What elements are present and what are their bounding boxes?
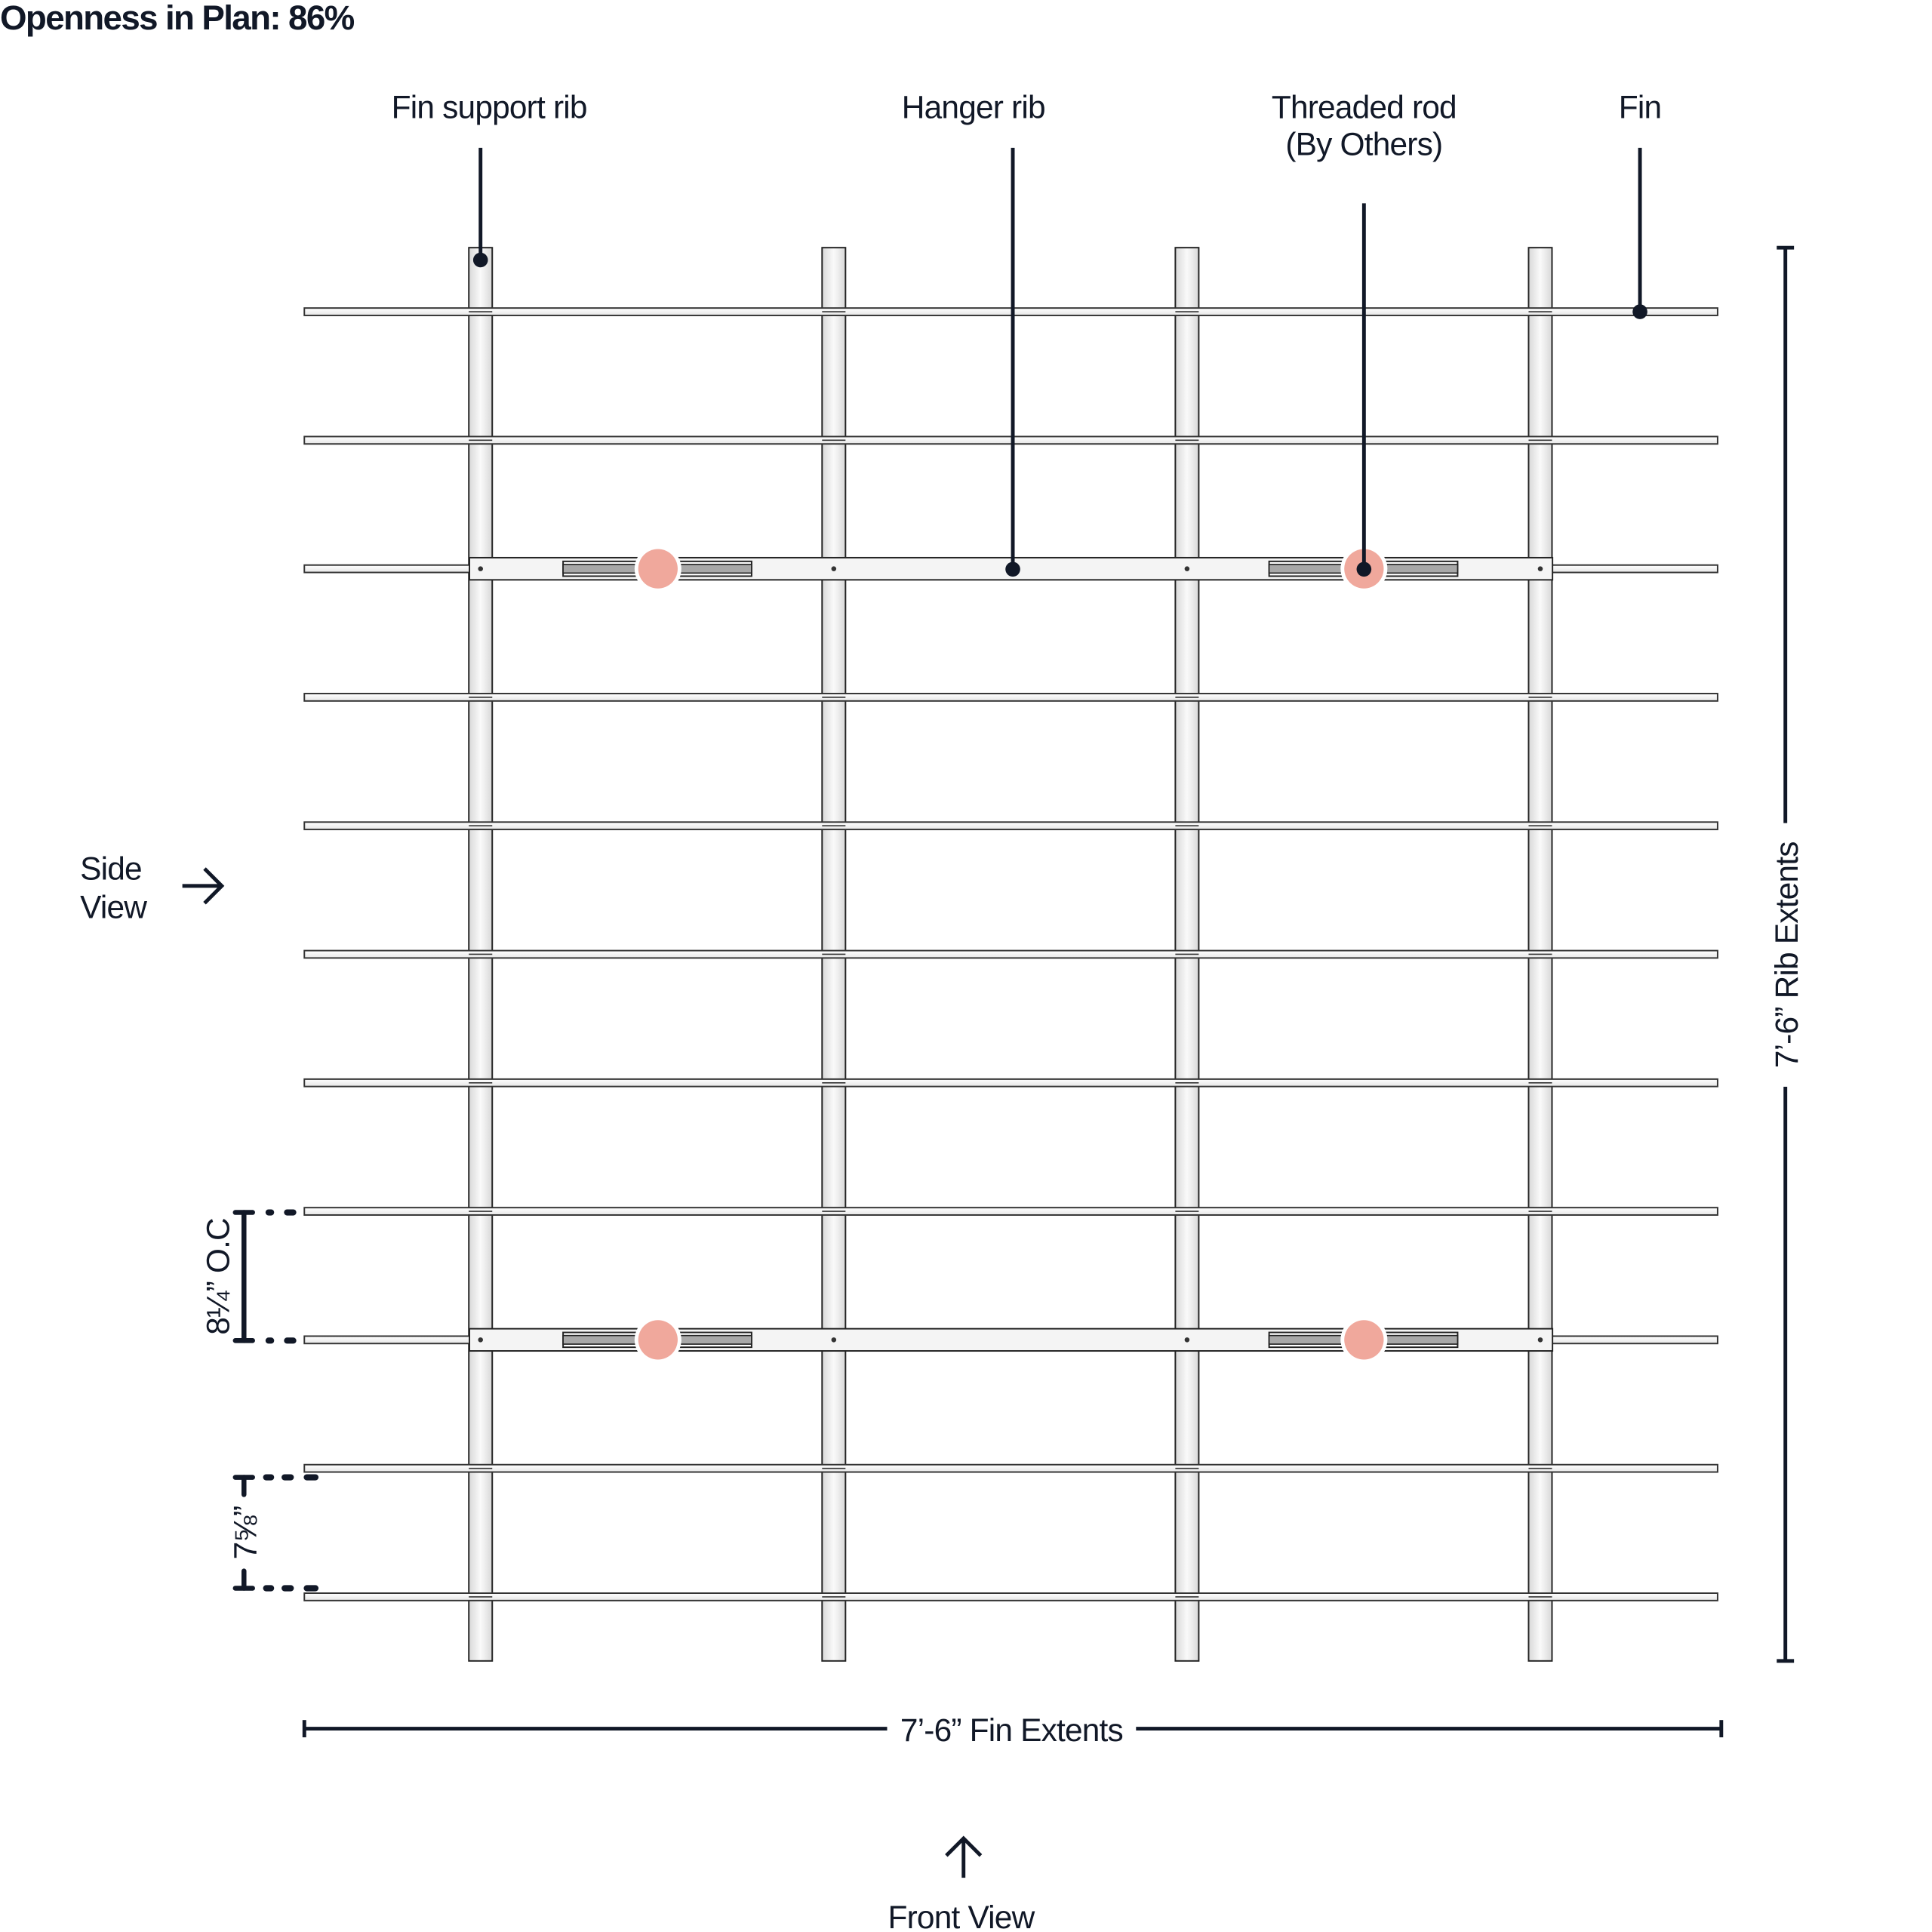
callout-threaded-rod: Threaded rod [1272,90,1457,125]
leader-dot [1632,304,1647,319]
fin [303,693,1718,702]
openness-title: Openness in Plan: 86% [0,0,355,37]
callout-hanger-rib: Hanger rib [902,90,1045,125]
callout-fin: Fin [1619,90,1662,125]
bolt-icon [478,566,483,571]
fin [303,1592,1718,1601]
fin [303,1207,1718,1216]
callout-threaded-rod-sub: (By Others) [1285,127,1442,162]
bolt-icon [1537,1337,1543,1343]
fin-extents-label: 7’-6” Fin Extents [900,1712,1123,1748]
fin-spacing-dimension [232,1474,319,1592]
side-view-label: Side [80,851,142,887]
rib-spacing-label: 8¼” O.C [201,1218,236,1335]
side-view-label-2: View [80,889,147,924]
bolt-icon [478,1337,483,1343]
callout-fin-support-rib: Fin support rib [392,90,587,125]
bolt-icon [831,1337,837,1343]
leader-dot [1356,561,1372,577]
fin-extents-dimension [302,1720,1724,1738]
arrow-up-icon [945,1835,983,1878]
arrow-right-icon [182,867,225,905]
rib-extents-dimension [1777,245,1795,1663]
leader-dot [1005,561,1020,577]
threaded-rod [1344,1320,1384,1360]
fin-spacing-label: 7⅝” [228,1506,263,1560]
rib-spacing-dimension [232,1209,297,1344]
rib-extents-label: 7’-6” Rib Extents [1769,841,1804,1068]
fin [303,1463,1718,1473]
bolt-icon [1184,566,1190,571]
fin [303,1078,1718,1088]
fin [303,949,1718,959]
bolt-icon [1184,1337,1190,1343]
bolt-icon [1537,566,1543,571]
threaded-rod [638,549,678,589]
bolt-icon [831,566,837,571]
fin [303,821,1718,831]
threaded-rod [638,1320,678,1360]
leader-dot [472,252,488,268]
front-view-label: Front View [888,1900,1035,1932]
